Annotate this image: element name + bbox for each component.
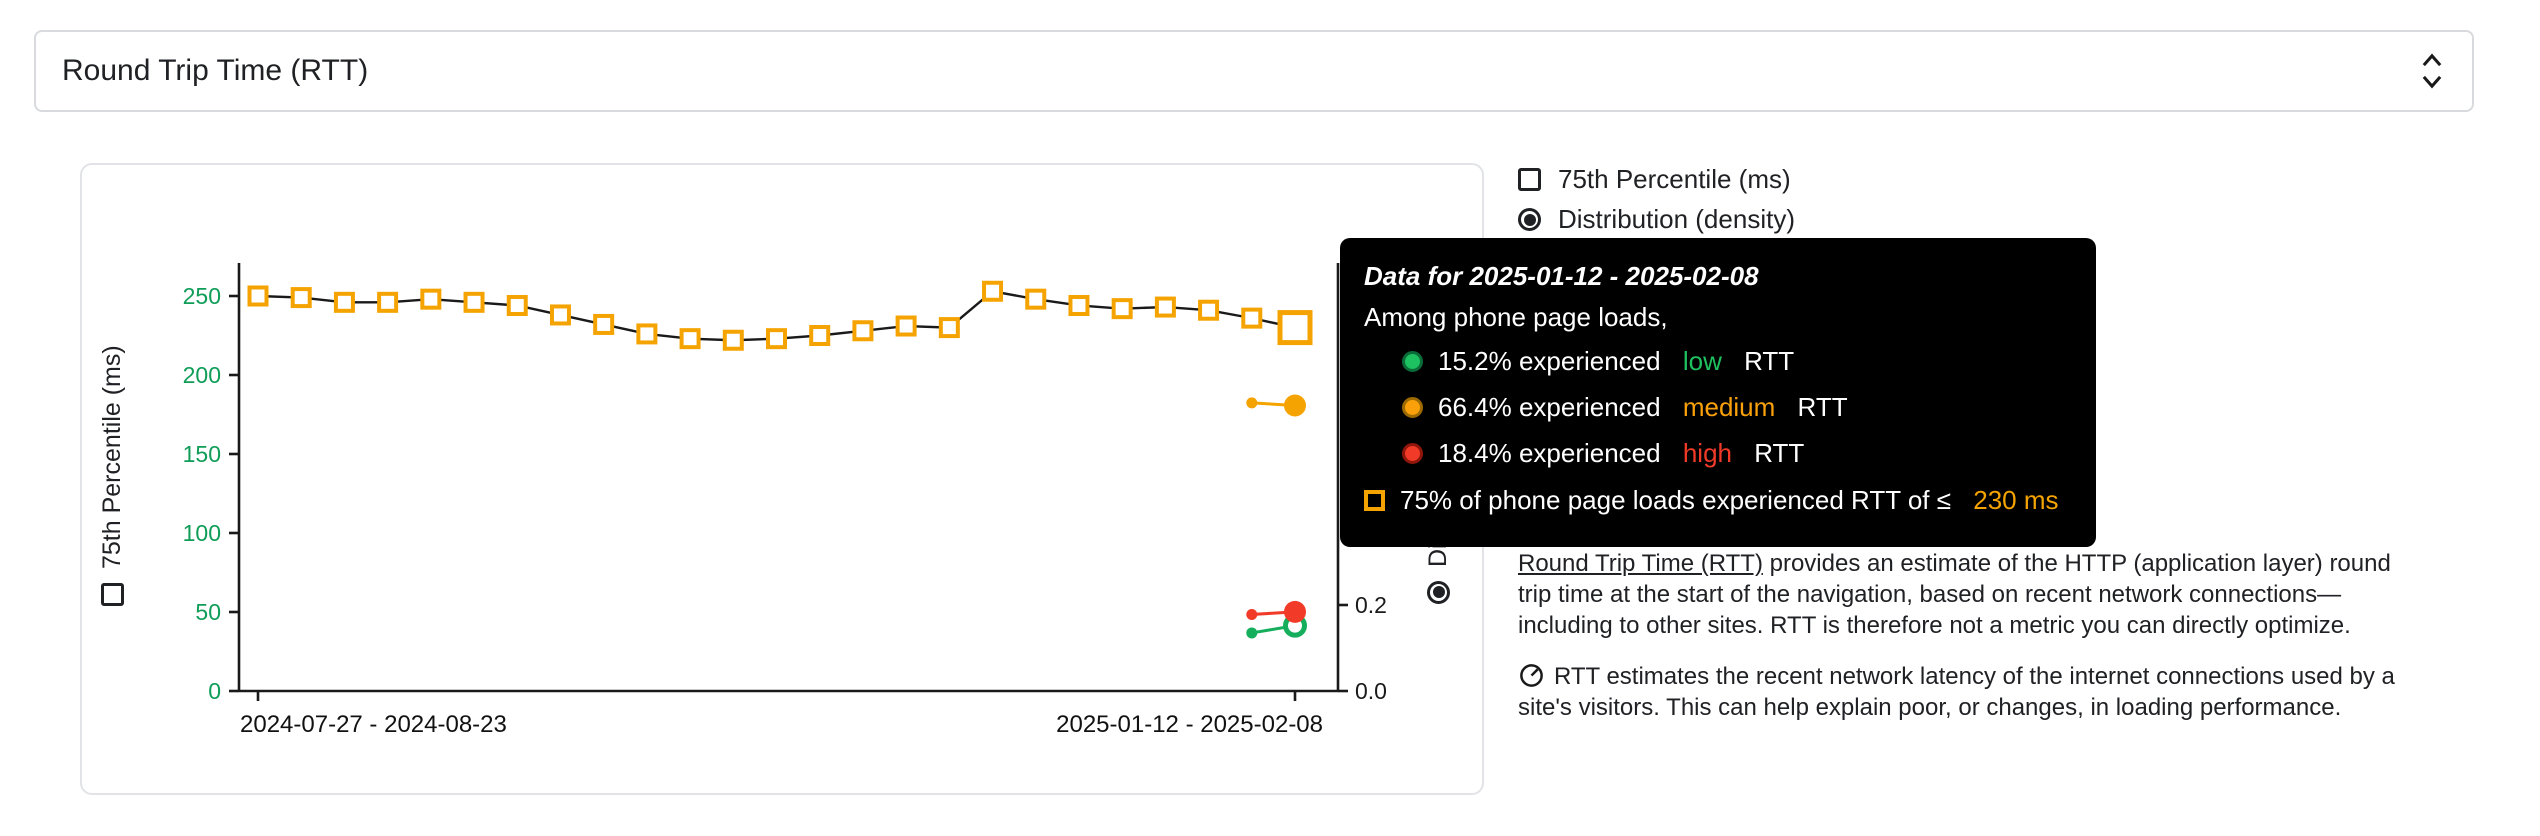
percentile-marker <box>549 304 571 326</box>
tooltip-row-high: 18.4% experienced high RTT <box>1402 430 2074 476</box>
percentile-marker-selected <box>1277 310 1313 346</box>
metric-description: Round Trip Time (RTT) provides an estima… <box>1518 548 2423 743</box>
left-axis-label-text: 75th Percentile (ms) <box>98 345 126 569</box>
tooltip-percentile-text: 75% of phone page loads experienced RTT … <box>1400 485 1959 515</box>
right-tick-label: 0.2 <box>1355 592 1387 618</box>
percentile-marker <box>722 329 744 351</box>
x-tick-label-last: 2025-01-12 - 2025-02-08 <box>1056 711 1323 738</box>
description-p2: RTT estimates the recent network latency… <box>1518 661 2423 723</box>
percentile-marker <box>1198 299 1220 321</box>
tooltip-low-tail: RTT <box>1736 345 1795 376</box>
percentile-marker <box>679 328 701 350</box>
latency-gauge-icon <box>1520 664 1543 687</box>
checkbox-icon[interactable] <box>1518 168 1541 191</box>
tooltip-percentile-row: 75% of phone page loads experienced RTT … <box>1364 476 2074 525</box>
percentile-marker <box>1068 294 1090 316</box>
percentile-marker <box>377 291 399 313</box>
left-tick-label: 150 <box>183 441 221 467</box>
tooltip-row-medium: 66.4% experienced medium RTT <box>1402 384 2074 430</box>
percentile-marker <box>895 315 917 337</box>
tooltip-medium-level: medium <box>1682 391 1776 422</box>
tooltip-subtitle: Among phone page loads, <box>1364 302 1668 332</box>
metric-select[interactable]: Round Trip Time (RTT) <box>34 30 2474 112</box>
tooltip-medium-text: 66.4% experienced <box>1438 391 1668 422</box>
tooltip-row-low: 15.2% experienced low RTT <box>1402 338 2074 384</box>
tooltip-low-level: low <box>1682 345 1722 376</box>
left-axis-label: 75th Percentile (ms) <box>98 345 127 606</box>
radio-dot <box>1432 586 1445 599</box>
density-marker-medium <box>1284 394 1306 417</box>
percentile-marker <box>809 325 831 346</box>
density-dot-high <box>1246 608 1258 620</box>
description-p1: Round Trip Time (RTT) provides an estima… <box>1518 548 2423 641</box>
chart-tooltip: Data for 2025-01-12 - 2025-02-08 Among p… <box>1340 238 2096 547</box>
percentile-marker <box>333 291 355 313</box>
percentile-marker <box>766 328 787 350</box>
description-p1-text: provides an estimate of the HTTP (applic… <box>1518 550 2391 639</box>
x-tick-label-first: 2024-07-27 - 2024-08-23 <box>240 711 507 738</box>
percentile-marker <box>506 294 528 316</box>
percentile-marker <box>420 288 442 310</box>
legend-distribution-label: Distribution (density) <box>1558 204 1795 234</box>
radio-selected-icon <box>1427 581 1450 604</box>
tooltip-low-text: 15.2% experienced <box>1438 345 1668 376</box>
unfold-more-icon <box>2422 53 2442 89</box>
low-dot-icon <box>1402 350 1423 372</box>
tooltip-high-tail: RTT <box>1746 437 1805 468</box>
right-tick-label: 0.0 <box>1355 678 1387 704</box>
percentile-marker <box>938 317 960 339</box>
legend-75th-percentile[interactable]: 75th Percentile (ms) <box>1518 164 1791 195</box>
description-p2-text: RTT estimates the recent network latency… <box>1518 663 2395 721</box>
rtt-link[interactable]: Round Trip Time (RTT) <box>1518 550 1763 577</box>
tooltip-percentile-value: 230 ms <box>1973 485 2059 515</box>
percentile-marker <box>852 320 874 342</box>
left-tick-label: 0 <box>208 678 221 704</box>
metric-select-value: Round Trip Time (RTT) <box>62 54 369 87</box>
radio-selected-icon[interactable] <box>1518 208 1541 231</box>
tooltip-high-text: 18.4% experienced <box>1438 437 1668 468</box>
density-dot-low <box>1246 627 1258 639</box>
left-tick-label: 100 <box>183 520 221 546</box>
rtt-trend-chart[interactable]: 0 50 100 150 200 250 0.0 0.2 2024-07-27 - 2024-0… <box>82 165 1482 792</box>
percentile-marker <box>593 313 615 335</box>
legend-distribution[interactable]: Distribution (density) <box>1518 204 1795 235</box>
percentile-marker <box>247 285 269 307</box>
percentile-marker <box>636 323 658 345</box>
percentile-marker <box>1154 296 1176 318</box>
percentile-marker <box>1025 288 1047 310</box>
density-marker-high <box>1284 600 1306 623</box>
percentile-marker <box>1111 298 1133 320</box>
checkbox-icon <box>101 583 124 606</box>
left-tick-label: 250 <box>183 283 221 309</box>
percentile-marker <box>982 280 1004 302</box>
percentile-marker <box>463 291 485 313</box>
tooltip-high-level: high <box>1682 437 1732 468</box>
high-dot-icon <box>1402 442 1423 464</box>
percentile-marker <box>290 287 312 309</box>
medium-dot-icon <box>1402 396 1423 418</box>
density-dot-medium <box>1246 397 1258 409</box>
left-tick-label: 200 <box>183 362 221 388</box>
percentile-marker <box>1241 307 1263 329</box>
tooltip-medium-tail: RTT <box>1790 391 1848 422</box>
percentile-square-icon <box>1364 490 1385 511</box>
legend-75th-percentile-label: 75th Percentile (ms) <box>1558 164 1791 194</box>
left-tick-label: 50 <box>195 599 221 625</box>
rtt-chart-card: 0 50 100 150 200 250 0.0 0.2 2024-07-27 - 2024-0… <box>80 163 1484 795</box>
radio-dot <box>1523 213 1536 226</box>
tooltip-title: Data for 2025-01-12 - 2025-02-08 <box>1364 261 1759 291</box>
